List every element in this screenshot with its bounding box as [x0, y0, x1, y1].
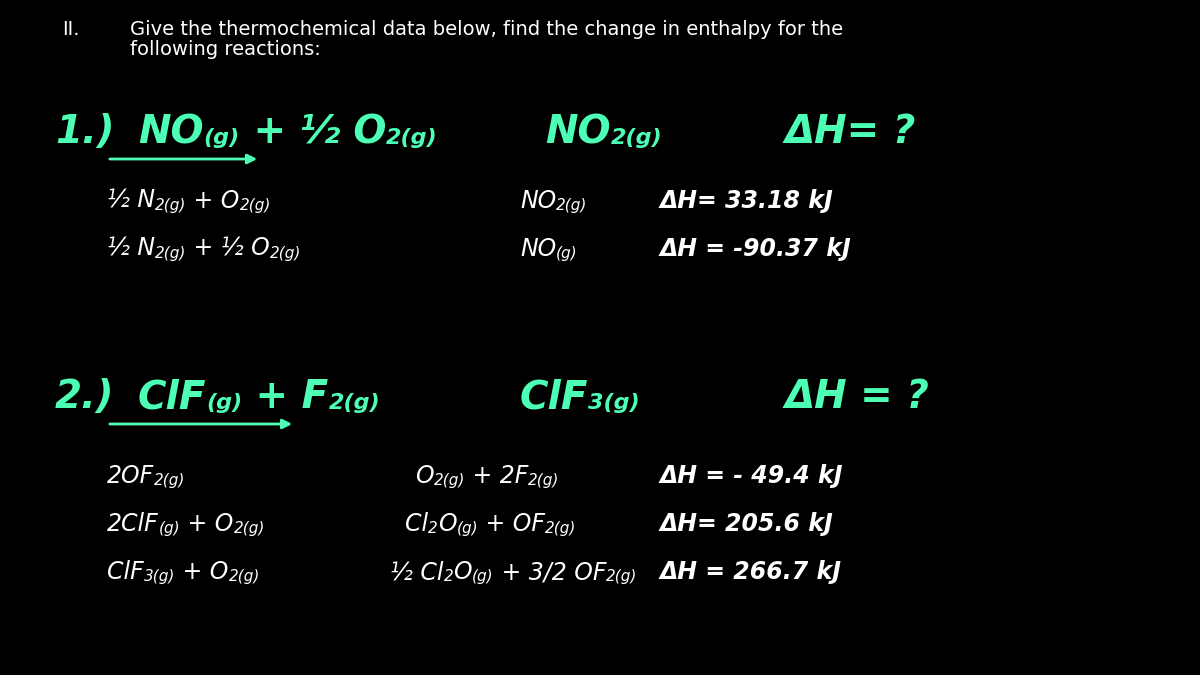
Text: ½ Cl: ½ Cl — [390, 560, 444, 584]
Text: 2(g): 2(g) — [528, 473, 559, 488]
Text: ΔH= 33.18 kJ: ΔH= 33.18 kJ — [660, 189, 834, 213]
Text: (g): (g) — [206, 394, 242, 413]
Text: NO: NO — [545, 113, 611, 151]
Text: ΔH = - 49.4 kJ: ΔH = - 49.4 kJ — [660, 464, 844, 488]
Text: O: O — [415, 464, 433, 488]
Text: 2(g): 2(g) — [386, 128, 438, 148]
Text: 2(g): 2(g) — [545, 521, 576, 537]
Text: 2ClF: 2ClF — [107, 512, 158, 536]
Text: 3(g): 3(g) — [588, 394, 640, 413]
Text: 2(g): 2(g) — [433, 473, 466, 488]
Text: ΔH = ?: ΔH = ? — [785, 378, 930, 416]
Text: 2(g): 2(g) — [155, 198, 186, 213]
Text: ΔH= ?: ΔH= ? — [785, 113, 917, 151]
Text: 2(g): 2(g) — [270, 246, 301, 261]
Text: 2OF: 2OF — [107, 464, 155, 488]
Text: NO: NO — [520, 189, 557, 213]
Text: + ½ O: + ½ O — [186, 237, 270, 261]
Text: ClF: ClF — [107, 560, 144, 584]
Text: (g): (g) — [557, 246, 578, 261]
Text: 2(g): 2(g) — [155, 473, 186, 488]
Text: O: O — [454, 560, 472, 584]
Text: 2(g): 2(g) — [155, 246, 186, 261]
Text: Give the thermochemical data below, find the change in enthalpy for the: Give the thermochemical data below, find… — [130, 20, 844, 39]
Text: + O: + O — [180, 512, 234, 536]
Text: 2(g): 2(g) — [606, 569, 637, 585]
Text: + 3/2 OF: + 3/2 OF — [493, 560, 606, 584]
Text: + O: + O — [175, 560, 228, 584]
Text: + ½ O: + ½ O — [240, 113, 386, 151]
Text: + O: + O — [186, 189, 240, 213]
Text: + 2F: + 2F — [466, 464, 528, 488]
Text: ClF: ClF — [520, 378, 588, 416]
Text: 2(g): 2(g) — [557, 198, 588, 213]
Text: 2: 2 — [428, 521, 438, 537]
Text: ½ N: ½ N — [107, 237, 155, 261]
Text: ClF: ClF — [138, 378, 206, 416]
Text: 1.): 1.) — [55, 113, 114, 151]
Text: ΔH= 205.6 kJ: ΔH= 205.6 kJ — [660, 512, 834, 536]
Text: 2: 2 — [444, 569, 454, 585]
Text: ½ N: ½ N — [107, 189, 155, 213]
Text: 2(g): 2(g) — [329, 394, 380, 413]
Text: + OF: + OF — [478, 512, 545, 536]
Text: 3(g): 3(g) — [144, 569, 175, 585]
Text: 2.): 2.) — [55, 378, 114, 416]
Text: NO: NO — [138, 113, 204, 151]
Text: NO: NO — [520, 237, 557, 261]
Text: (g): (g) — [456, 521, 478, 537]
Text: (g): (g) — [472, 569, 493, 585]
Text: 2(g): 2(g) — [611, 128, 662, 148]
Text: II.: II. — [62, 20, 79, 39]
Text: 2(g): 2(g) — [240, 198, 271, 213]
Text: (g): (g) — [204, 128, 240, 148]
Text: 2(g): 2(g) — [228, 569, 260, 585]
Text: + F: + F — [242, 378, 329, 416]
Text: ΔH = -90.37 kJ: ΔH = -90.37 kJ — [660, 237, 852, 261]
Text: ΔH = 266.7 kJ: ΔH = 266.7 kJ — [660, 560, 842, 584]
Text: (g): (g) — [158, 521, 180, 537]
Text: Cl: Cl — [406, 512, 428, 536]
Text: following reactions:: following reactions: — [130, 40, 320, 59]
Text: 2(g): 2(g) — [234, 521, 265, 537]
Text: O: O — [438, 512, 456, 536]
